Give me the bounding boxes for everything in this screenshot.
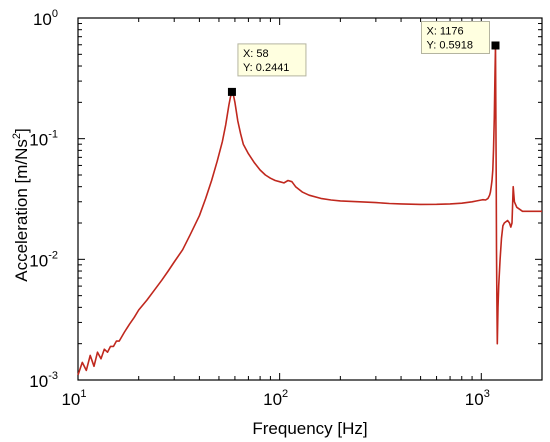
y-tick-label: 10-2 xyxy=(29,249,58,270)
peak-marker xyxy=(227,87,236,96)
y-tick-label: 10-3 xyxy=(29,370,58,391)
x-axis-title: Frequency [Hz] xyxy=(252,419,367,438)
plot-frame xyxy=(77,17,543,381)
datatip-x-label: X: 1176 xyxy=(426,25,463,37)
x-tick-label: 101 xyxy=(61,388,86,409)
peak-marker xyxy=(491,41,500,50)
x-tick-label: 103 xyxy=(465,388,490,409)
datatip-x-label: X: 58 xyxy=(243,48,269,60)
y-axis-title: Acceleration [m/Ns2] xyxy=(11,128,31,282)
datatip: X: 58 Y: 0.2441 xyxy=(237,43,307,77)
datatip-box xyxy=(237,43,307,77)
x-tick-label: 102 xyxy=(263,388,288,409)
datatip-y-label: Y: 0.5918 xyxy=(426,39,473,51)
series-line xyxy=(77,44,542,376)
y-tick-label: 10-1 xyxy=(29,129,58,150)
datatip: X: 1176 Y: 0.5918 xyxy=(420,20,490,54)
datatip-y-label: Y: 0.2441 xyxy=(243,62,290,74)
y-tick-label: 100 xyxy=(33,8,58,29)
datatip-box xyxy=(420,20,490,54)
